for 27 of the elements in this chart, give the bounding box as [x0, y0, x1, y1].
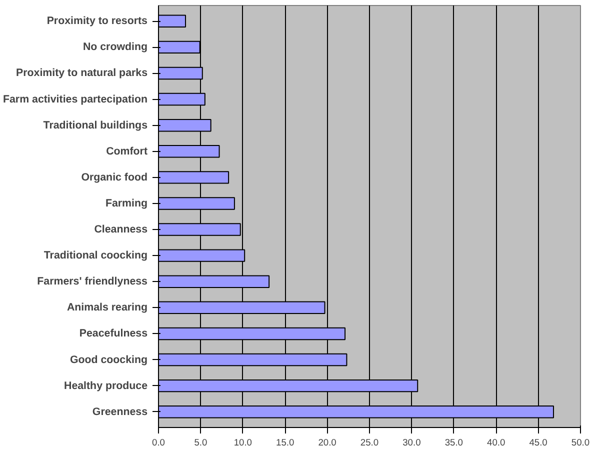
x-tick-label: 50.0 — [571, 438, 590, 448]
y-tick-label: Healthy produce — [64, 380, 148, 392]
y-tick-label: Peacefulness — [79, 328, 148, 340]
x-tick-label: 20.0 — [318, 438, 336, 448]
y-tick-label: Cleanness — [94, 224, 148, 236]
y-tick-label: No crowding — [82, 41, 148, 54]
y-tick-label: Traditional coocking — [44, 250, 148, 262]
y-tick-label: Animals rearing — [66, 302, 148, 314]
y-tick-label: Traditional buildings — [43, 119, 148, 132]
y-tick-label: Organic food — [81, 171, 148, 184]
x-tick-label: 45.0 — [529, 438, 548, 448]
y-tick-label: Comfort — [106, 145, 148, 158]
x-tick-label: 35.0 — [444, 438, 463, 448]
y-tick-label: Farmers' friendlyness — [37, 276, 148, 288]
y-tick-label: Farm activities partecipation — [3, 93, 148, 106]
y-tick-label: Good coocking — [70, 354, 148, 366]
y-tick-label: Greenness — [92, 406, 148, 418]
x-tick-label: 5.0 — [194, 438, 208, 448]
x-tick-label: 10.0 — [234, 438, 252, 448]
y-tick-label: Proximity to resorts — [46, 15, 148, 28]
x-tick-label: 40.0 — [487, 438, 506, 448]
x-tick-label: 25.0 — [360, 438, 379, 448]
y-tick-label: Farming — [105, 197, 148, 210]
x-tick-label: 30.0 — [402, 438, 421, 448]
x-tick-label: 15.0 — [276, 438, 294, 448]
x-tick-label: 0.0 — [152, 438, 165, 448]
y-tick-label: Proximity to natural parks — [16, 67, 148, 80]
